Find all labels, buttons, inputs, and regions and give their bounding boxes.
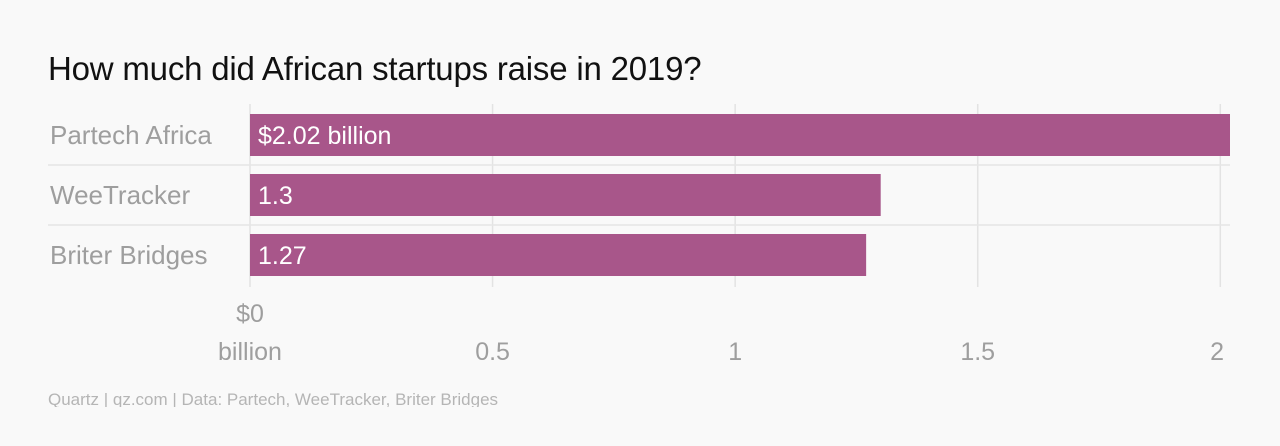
x-tick-label-4: 2 — [1210, 338, 1224, 366]
category-label-2: Briter Bridges — [50, 240, 208, 270]
bar-0 — [250, 114, 1230, 156]
category-label-0: Partech Africa — [50, 120, 212, 150]
bar-value-label-1: 1.3 — [258, 182, 293, 210]
bar-value-label-2: 1.27 — [258, 242, 307, 270]
x-tick-label-1: 0.5 — [475, 338, 510, 366]
chart-title: How much did African startups raise in 2… — [48, 50, 702, 87]
x-tick-label-2: 1 — [728, 338, 742, 366]
source-note: Quartz | qz.com | Data: Partech, WeeTrac… — [48, 390, 499, 407]
x-tick-label-0: $0 billion — [218, 300, 282, 366]
x-tick-label-3: 1.5 — [960, 338, 995, 366]
bar-1 — [250, 174, 881, 216]
category-label-1: WeeTracker — [50, 180, 190, 210]
bar-2 — [250, 234, 867, 276]
bar-value-label-0: $2.02 billion — [258, 122, 391, 150]
